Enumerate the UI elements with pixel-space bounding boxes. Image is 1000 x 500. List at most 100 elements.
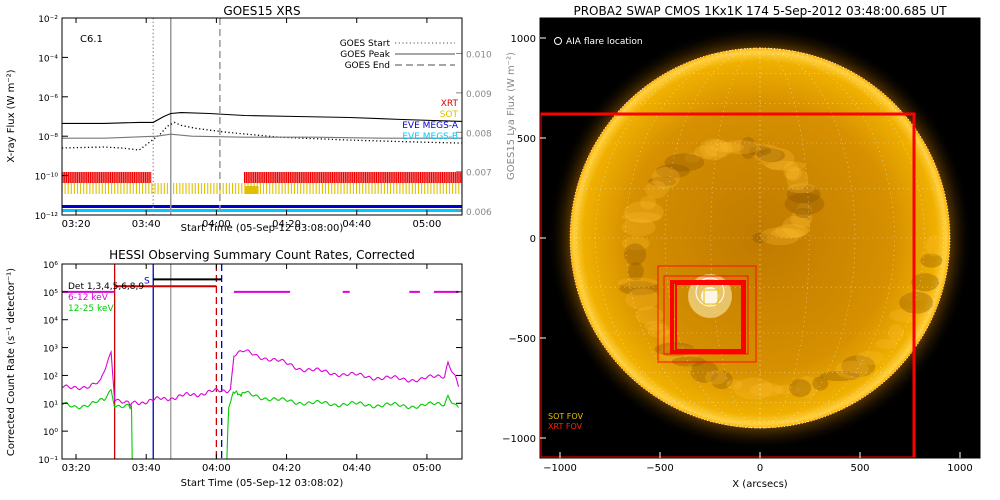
goes-ylabel: X-ray Flux (W m⁻²): [6, 69, 17, 162]
goes-ytick-right-label: 0.006: [466, 208, 492, 218]
goes-legend-label: GOES Start: [340, 39, 391, 49]
swap-axes: −1000 −500 0 500 1000 −1000 −500 0 500 1000: [502, 34, 973, 474]
solar-texture: [617, 277, 658, 288]
solar-texture: [710, 371, 733, 390]
goes-ytick-right-label: 0.008: [466, 129, 492, 139]
goes-series-line: [62, 133, 462, 139]
solar-limb: [569, 47, 951, 429]
fov-boxes: [540, 112, 916, 458]
coverage-fill-xrt: [62, 172, 152, 183]
solar-texture: [911, 273, 940, 292]
aia-flare-marker-icon: [554, 37, 562, 45]
goes-legend-label: GOES End: [345, 61, 390, 71]
goes-ytick-label: 10⁻⁸: [38, 133, 58, 143]
swap-ytick-label: −500: [509, 334, 536, 345]
hessi-xtick-label: 04:00: [202, 463, 231, 474]
hessi-xtick-label: 05:00: [412, 463, 441, 474]
goes-title: GOES15 XRS: [223, 4, 300, 18]
solar-texture: [749, 382, 784, 397]
fov-box: [703, 289, 719, 305]
hessi-flag-label: S: [144, 276, 150, 286]
goes-series-line: [61, 121, 463, 151]
coverage-fill-sot: [244, 186, 259, 194]
fov-box: [540, 112, 916, 458]
hessi-xlabel: Start Time (05-Sep-12 03:08:02): [181, 478, 344, 489]
goes-ytick-right-label: 0.007: [466, 169, 492, 179]
solar-texture: [651, 167, 680, 189]
solar-texture: [740, 136, 757, 159]
hessi-ytick-label: 10³: [43, 345, 58, 355]
solar-texture: [841, 355, 876, 378]
goes-frame: [61, 17, 463, 216]
hessi-series-12-25-kev: [61, 388, 459, 460]
hessi-xtick-label: 03:40: [132, 463, 161, 474]
goes-series-line: [62, 112, 463, 124]
solar-grid-longitude: [759, 47, 895, 429]
solar-texture: [772, 384, 801, 395]
solar-texture: [786, 185, 821, 204]
solar-texture: [648, 176, 677, 187]
solar-grid-longitude: [576, 47, 761, 429]
hessi-ylabel: Corrected Count Rate (s⁻¹ detector⁻¹): [6, 268, 17, 456]
solar-texture: [782, 215, 811, 238]
goes-ytick-label: 10⁻¹²: [35, 212, 59, 222]
solar-texture: [875, 338, 898, 349]
hessi-legend-label: Det 1,3,4,5,6,8,9: [68, 282, 144, 292]
hessi-ytick-label: 10⁻¹: [38, 456, 58, 466]
swap-ytick-label: 1000: [511, 34, 536, 45]
goes-ytick-label: 10⁻²: [38, 15, 58, 25]
solar-texture: [790, 209, 813, 228]
solar-texture: [627, 262, 644, 281]
goes-ytick-right-label: 0.010: [466, 50, 492, 60]
goes-panel: GOES15 XRS 03:20 03:40 04:00 04:20 04:40 05:0…: [6, 4, 517, 234]
solar-texture: [655, 164, 690, 179]
solar-texture: [625, 288, 660, 311]
solar-texture: [888, 324, 904, 343]
solar-texture: [733, 377, 774, 400]
sun-image: [547, 25, 973, 451]
hessi-ytick-label: 10²: [43, 372, 58, 382]
swap-ytick-label: −1000: [502, 434, 536, 445]
solar-texture: [783, 161, 800, 180]
hessi-ytick-label: 10⁶: [43, 261, 58, 271]
solar-grid-longitude: [759, 47, 925, 429]
solar-texture: [699, 138, 728, 161]
goes-instrument-label: EVE MEGS-B: [402, 132, 458, 142]
solar-texture: [760, 147, 795, 170]
swap-legend-label: XRT FOV: [548, 422, 583, 431]
fov-box: [670, 280, 746, 354]
solar-texture: [786, 168, 809, 191]
aia-flare-circle: [695, 277, 725, 307]
goes-xtick-label: 03:20: [62, 219, 91, 230]
solar-texture: [621, 218, 656, 237]
solar-texture: [796, 376, 818, 398]
solar-texture: [835, 360, 870, 379]
hessi-ytick-label: 10⁰: [43, 428, 58, 438]
solar-texture: [726, 379, 743, 390]
coverage-fill-xrt: [244, 172, 462, 183]
solar-grid-longitude: [759, 47, 944, 429]
hessi-panel: HESSI Observing Summary Count Rates, Cor…: [6, 248, 463, 489]
solar-texture: [644, 320, 667, 331]
solar-texture: [899, 291, 934, 314]
hessi-ytick-label: 10⁴: [43, 317, 58, 327]
solar-texture: [774, 224, 809, 238]
hessi-legend-label: 12-25 keV: [68, 304, 114, 314]
hessi-ytick-label: 10¹: [43, 400, 58, 410]
solar-texture: [640, 195, 657, 210]
hessi-plot-area: S 03:20 03:40 04:00 04:20 04:40 05:00 10⁻¹ 10⁰ 10…: [38, 261, 462, 474]
goes-ytick-label: 10⁻⁴: [38, 54, 58, 64]
aia-flare-label: AIA flare location: [566, 37, 643, 47]
hessi-legend-label: 6-12 keV: [68, 293, 109, 303]
solar-texture: [812, 376, 829, 391]
goes-xtick-label: 04:00: [202, 219, 231, 230]
fov-box: [657, 265, 757, 363]
coverage-bar-eve-megs-b: [62, 209, 462, 212]
solar-texture: [753, 144, 782, 163]
solar-texture: [856, 351, 884, 365]
solar-texture: [618, 281, 659, 296]
solar-texture: [766, 160, 807, 171]
